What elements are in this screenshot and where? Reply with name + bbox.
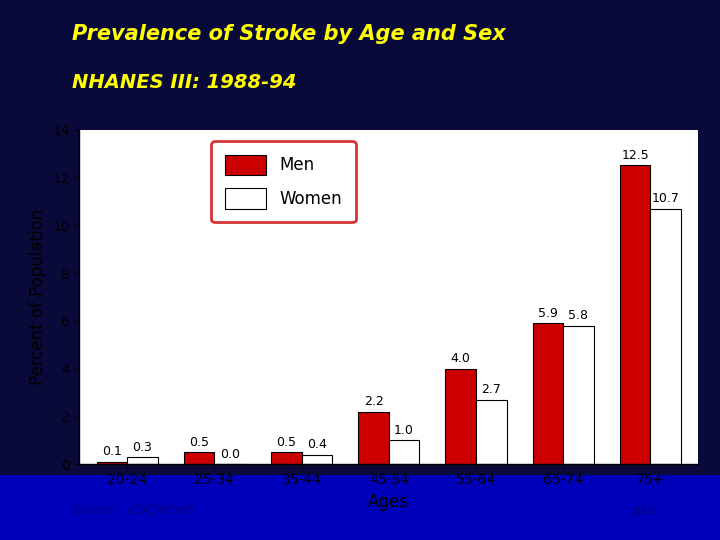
Text: NHANES III: 1988-94: NHANES III: 1988-94 [72, 73, 297, 92]
Bar [620, 165, 650, 464]
Text: 5.8: 5.8 [569, 309, 588, 322]
Bar [302, 455, 332, 464]
Text: 0.4: 0.4 [307, 438, 327, 451]
Text: 0.3: 0.3 [132, 441, 153, 454]
Y-axis label: Percent of Population: Percent of Population [29, 209, 47, 385]
Bar [563, 326, 594, 464]
Text: Prevalence of Stroke by Age and Sex: Prevalence of Stroke by Age and Sex [72, 24, 505, 44]
Text: 0.0: 0.0 [220, 448, 240, 461]
Text: 2.2: 2.2 [364, 395, 384, 408]
Text: 5.9: 5.9 [538, 307, 558, 320]
Bar [359, 412, 389, 464]
Text: 1.0: 1.0 [394, 424, 414, 437]
Bar [184, 453, 215, 464]
Text: p18: p18 [631, 504, 655, 517]
Text: 10.7: 10.7 [652, 192, 680, 205]
Bar [476, 400, 507, 464]
Text: 0.5: 0.5 [189, 436, 209, 449]
Text: 0.1: 0.1 [102, 446, 122, 458]
Text: Source:  CDC/NCHS.: Source: CDC/NCHS. [72, 504, 198, 517]
Bar [650, 208, 681, 464]
Text: 12.5: 12.5 [621, 149, 649, 162]
Legend: Men, Women: Men, Women [212, 141, 356, 222]
Text: 0.5: 0.5 [276, 436, 297, 449]
Bar [96, 462, 127, 464]
X-axis label: Ages: Ages [369, 493, 409, 511]
Bar [271, 453, 302, 464]
Bar [446, 369, 476, 464]
Bar [127, 457, 158, 464]
Bar [389, 441, 419, 464]
Bar [533, 323, 563, 464]
Text: 2.7: 2.7 [482, 383, 501, 396]
Text: 4.0: 4.0 [451, 352, 471, 365]
